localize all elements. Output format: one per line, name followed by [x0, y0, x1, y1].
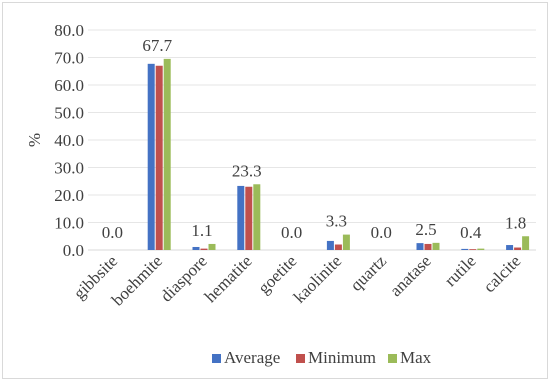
- data-label: 1.8: [505, 213, 526, 232]
- y-tick-label: 50.0: [54, 104, 84, 123]
- data-label: 3.3: [326, 212, 347, 231]
- data-label: 1.1: [191, 221, 212, 240]
- bar-max-kaolinite: [342, 234, 350, 250]
- bars: [147, 58, 530, 251]
- legend-label-minimum: Minimum: [308, 348, 376, 367]
- bar-average-rutile: [461, 248, 469, 250]
- x-tick-label: calcite: [480, 251, 525, 296]
- x-tick-label: rutile: [441, 251, 480, 290]
- legend: Average Minimum Max: [212, 348, 432, 367]
- legend-swatch-minimum: [296, 354, 305, 363]
- bar-average-kaolinite: [326, 240, 334, 250]
- y-axis-tick-labels: 0.0 10.0 20.0 30.0 40.0 50.0 60.0 70.0 80.0: [54, 21, 84, 260]
- bar-average-anatase: [416, 243, 424, 250]
- data-label: 0.4: [460, 223, 482, 242]
- x-tick-label: kaolinite: [290, 251, 345, 306]
- bar-max-diaspore: [208, 243, 216, 250]
- chart-area: [2, 2, 548, 379]
- x-tick-label: boehmite: [108, 251, 166, 309]
- bar-max-calcite: [522, 236, 530, 250]
- data-label: 0.0: [102, 223, 123, 242]
- y-tick-label: 40.0: [54, 131, 84, 150]
- bar-minimum-anatase: [424, 243, 432, 250]
- x-tick-label: hematite: [201, 251, 256, 306]
- x-tick-label: diaspore: [157, 251, 211, 305]
- bar-minimum-diaspore: [200, 248, 208, 250]
- bar-max-anatase: [432, 242, 440, 250]
- bar-minimum-hematite: [245, 186, 253, 250]
- bar-max-rutile: [477, 248, 485, 250]
- y-tick-label: 10.0: [54, 214, 84, 233]
- data-label: 0.0: [281, 223, 302, 242]
- bar-average-boehmite: [147, 63, 155, 251]
- gridlines: [88, 29, 536, 251]
- category-labels: gibbsiteboehmitediasporehematitegoetitek…: [70, 251, 525, 309]
- y-axis-label: %: [25, 133, 44, 147]
- legend-label-average: Average: [224, 348, 280, 367]
- bar-minimum-kaolinite: [334, 244, 342, 250]
- data-labels: 0.0 67.7 1.1 23.3 0.0 3.3 0.0 2.5 0.4 1.8: [102, 36, 526, 242]
- legend-swatch-max: [388, 354, 397, 363]
- y-tick-label: 0.0: [63, 241, 84, 260]
- bar-minimum-calcite: [514, 247, 522, 250]
- bar-minimum-boehmite: [155, 65, 163, 250]
- legend-label-max: Max: [400, 348, 432, 367]
- y-tick-label: 70.0: [54, 49, 84, 68]
- bar-max-boehmite: [163, 58, 171, 250]
- data-label: 2.5: [415, 220, 436, 239]
- y-tick-label: 30.0: [54, 159, 84, 178]
- y-tick-label: 80.0: [54, 21, 84, 40]
- legend-swatch-average: [212, 354, 221, 363]
- y-tick-label: 20.0: [54, 186, 84, 205]
- data-label: 0.0: [371, 223, 392, 242]
- bar-average-calcite: [506, 245, 514, 250]
- bar-average-diaspore: [192, 246, 200, 250]
- data-label: 67.7: [142, 36, 172, 55]
- bar-max-hematite: [253, 184, 261, 250]
- bar-average-hematite: [237, 185, 245, 250]
- x-tick-label: quartz: [347, 251, 391, 295]
- bar-minimum-rutile: [469, 249, 477, 250]
- y-tick-label: 60.0: [54, 76, 84, 95]
- x-tick-label: anatase: [386, 251, 435, 300]
- data-label: 23.3: [232, 161, 262, 180]
